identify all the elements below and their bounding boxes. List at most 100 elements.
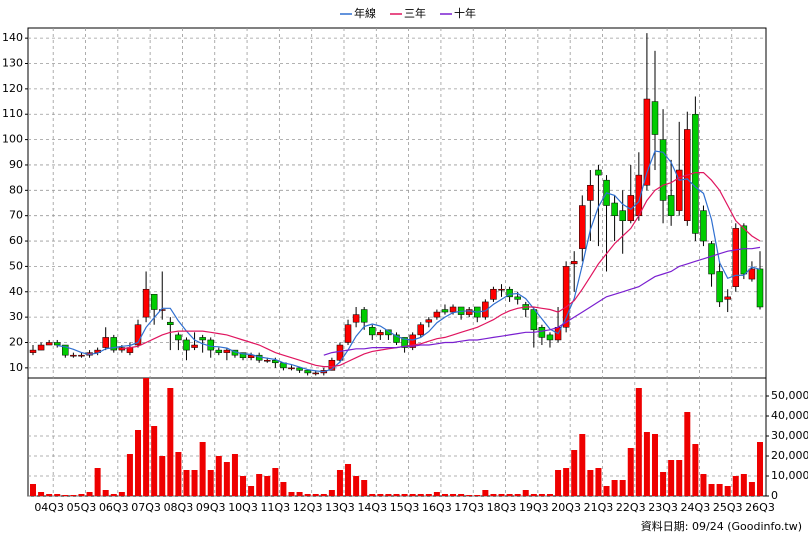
volume-bar bbox=[240, 476, 247, 496]
ma-line bbox=[323, 246, 761, 356]
volume-bar bbox=[385, 494, 392, 496]
volume-tick-label: 10,000 bbox=[771, 469, 808, 482]
candle-body bbox=[490, 288, 497, 300]
volume-bar bbox=[579, 434, 586, 496]
candle-body bbox=[369, 327, 376, 336]
x-tick-label: 15Q3 bbox=[390, 501, 420, 514]
volume-bar bbox=[490, 494, 497, 496]
candle-body bbox=[70, 354, 77, 357]
volume-bar bbox=[700, 474, 707, 496]
plot-frame bbox=[27, 27, 767, 497]
legend-label: 十年 bbox=[454, 6, 476, 20]
volume-bar bbox=[635, 388, 642, 496]
x-tick-label: 19Q3 bbox=[519, 501, 549, 514]
candle-body bbox=[409, 334, 416, 348]
candle-body bbox=[611, 202, 618, 216]
volume-bar bbox=[482, 490, 489, 496]
candle-body bbox=[538, 327, 546, 338]
volume-bar bbox=[223, 462, 230, 496]
volume-bar bbox=[466, 495, 473, 496]
volume-bar bbox=[312, 494, 319, 496]
candle-body bbox=[546, 334, 554, 341]
candle-body bbox=[506, 288, 513, 298]
x-tick-label: 26Q3 bbox=[745, 501, 775, 514]
volume-bar bbox=[38, 492, 45, 496]
volume-bar bbox=[522, 490, 529, 496]
candle-body bbox=[110, 337, 118, 351]
volume-bar bbox=[361, 480, 368, 496]
candle-body bbox=[393, 334, 400, 343]
volume-bar bbox=[530, 494, 537, 496]
legend-label: 三年 bbox=[404, 6, 426, 20]
footnote: 資料日期: 09/24 (Goodinfo.tw) bbox=[641, 519, 802, 533]
candle-body bbox=[352, 314, 360, 323]
volume-bar bbox=[143, 378, 150, 496]
candle-body bbox=[247, 354, 255, 358]
candle-body bbox=[708, 243, 715, 275]
volume-bar bbox=[345, 464, 352, 496]
candle-body bbox=[425, 319, 433, 323]
candle-body bbox=[272, 359, 279, 364]
volume-bar bbox=[256, 474, 263, 496]
candle-body bbox=[215, 349, 223, 353]
volume-bar bbox=[78, 494, 85, 496]
volume-bar bbox=[587, 470, 594, 496]
y-tick-label: 40 bbox=[9, 285, 23, 298]
x-tick-label: 20Q3 bbox=[551, 501, 581, 514]
candle-body bbox=[659, 139, 667, 201]
volume-bar bbox=[676, 460, 683, 496]
candle-body bbox=[223, 349, 231, 353]
volume-bar bbox=[595, 468, 602, 496]
volume-bar bbox=[183, 470, 190, 496]
volume-bar bbox=[207, 470, 214, 496]
volume-bar bbox=[191, 470, 198, 496]
candle-body bbox=[732, 228, 740, 287]
volume-bar bbox=[215, 456, 222, 496]
candle-body bbox=[401, 337, 408, 348]
x-tick-label: 08Q3 bbox=[164, 501, 194, 514]
legend: 年線 三年 十年 bbox=[340, 6, 476, 20]
y-tick-label: 120 bbox=[2, 82, 23, 95]
volume-bar bbox=[336, 470, 343, 496]
candle-body bbox=[716, 271, 723, 303]
volume-bar bbox=[571, 450, 578, 496]
x-tick-label: 12Q3 bbox=[293, 501, 323, 514]
volume-bar bbox=[54, 494, 61, 496]
candle-body bbox=[498, 288, 505, 291]
volume-bar bbox=[708, 484, 715, 496]
y-tick-label: 130 bbox=[2, 57, 23, 70]
candle-body bbox=[595, 169, 602, 176]
candle-body bbox=[199, 337, 206, 341]
volume-bar bbox=[417, 494, 424, 496]
y-tick-label: 30 bbox=[9, 310, 23, 323]
volume-bar bbox=[304, 494, 311, 496]
candle-body bbox=[175, 334, 182, 341]
volume-bar bbox=[46, 494, 53, 496]
candle-body bbox=[449, 306, 457, 313]
ma-line bbox=[57, 150, 761, 373]
volume-bar bbox=[167, 388, 174, 496]
y-tick-label: 100 bbox=[2, 133, 23, 146]
volume-bar bbox=[231, 454, 238, 496]
candle-body bbox=[619, 210, 626, 222]
candle-body bbox=[643, 98, 651, 186]
x-tick-label: 14Q3 bbox=[357, 501, 387, 514]
volume-bar bbox=[425, 494, 432, 496]
volume-bar bbox=[660, 472, 667, 496]
volume-bar bbox=[611, 480, 618, 496]
volume-tick-label: 40,000 bbox=[771, 409, 808, 422]
volume-bar bbox=[732, 476, 739, 496]
candle-body bbox=[465, 309, 473, 315]
volume-bar bbox=[272, 468, 279, 496]
x-tick-label: 10Q3 bbox=[228, 501, 258, 514]
volume-bar bbox=[450, 494, 457, 496]
candle-body bbox=[142, 288, 150, 318]
y-tick-label: 50 bbox=[9, 259, 23, 272]
volume-bar bbox=[555, 470, 562, 496]
candle-body bbox=[740, 225, 748, 275]
candle-body bbox=[304, 370, 311, 374]
candle-body bbox=[102, 337, 109, 348]
x-tick-label: 11Q3 bbox=[261, 501, 291, 514]
volume-bar bbox=[62, 495, 69, 496]
volume-tick-label: 20,000 bbox=[771, 449, 808, 462]
